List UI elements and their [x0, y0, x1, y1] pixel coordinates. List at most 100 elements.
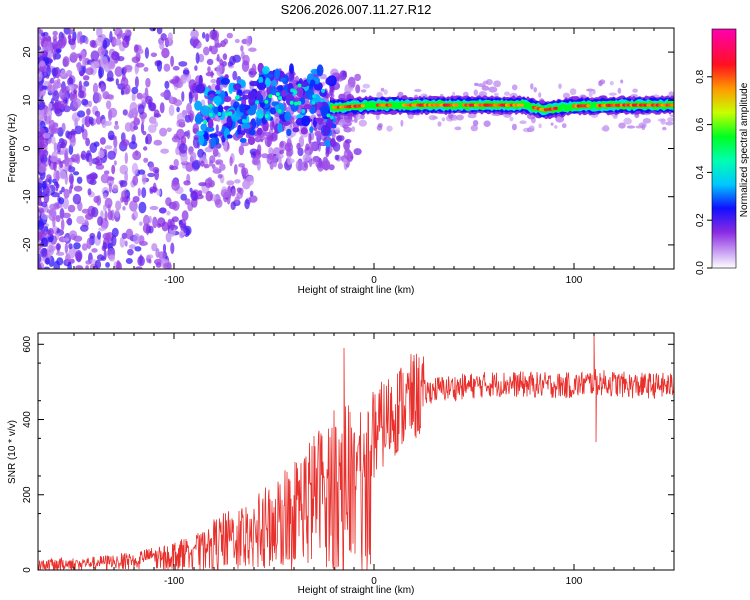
spectrogram-cell — [264, 114, 269, 119]
spectrogram-cell — [98, 150, 105, 159]
spectrogram-cell — [665, 121, 674, 126]
spectrogram-cell — [538, 123, 542, 129]
spectrogram-cell — [662, 126, 667, 131]
spectrogram-cell — [181, 210, 189, 222]
spectrogram-cell — [519, 120, 527, 124]
spectrogram-cell — [62, 58, 68, 68]
spectrogram-cell — [226, 134, 233, 139]
spectrogram-cell — [309, 141, 316, 152]
spectrogram-cell — [98, 227, 106, 232]
spectrogram-cell — [148, 116, 157, 124]
spectrogram-cell — [138, 169, 146, 175]
spectrogram-cell — [61, 122, 66, 133]
spectrogram-cell — [234, 38, 240, 44]
spectrogram-cell — [189, 112, 194, 123]
spectrogram-cell — [264, 99, 269, 104]
spectrogram-cell — [55, 243, 61, 251]
spectrogram-cell — [337, 135, 343, 143]
spectrogram-cell — [264, 135, 273, 148]
spectrogram-cell — [55, 251, 65, 256]
spectrogram-cell — [198, 182, 207, 187]
spectrogram-cell — [504, 91, 510, 96]
spectrogram-cell — [42, 180, 47, 190]
spectrogram-cell — [156, 28, 163, 35]
spectrogram-cell — [259, 102, 266, 108]
spectrogram-cell — [105, 262, 110, 268]
spectrogram-cell — [211, 83, 217, 92]
spectrogram-cell — [48, 102, 53, 109]
spectrogram-cell — [167, 32, 173, 42]
spectrogram-cell — [111, 51, 119, 61]
spectrogram-cell — [642, 118, 652, 124]
spectrogram-cell — [485, 79, 493, 86]
spectrogram-cell — [158, 207, 167, 214]
spectrogram-cell — [105, 94, 114, 100]
spectrogram-cell — [85, 213, 94, 220]
snr-ylabel: SNR (10 * v/v) — [7, 420, 18, 484]
spectrogram-cell — [124, 240, 128, 247]
spectrogram-cell — [248, 195, 258, 203]
spectrogram-cell — [145, 133, 152, 145]
spectrogram-xtick-label: 100 — [566, 275, 583, 286]
spectrogram-hot — [454, 103, 459, 107]
spectrogram-cell — [280, 77, 287, 82]
spectrogram-cell — [222, 53, 228, 61]
spectrogram-cell — [248, 129, 256, 136]
spectrogram-cell — [223, 96, 232, 103]
spectrogram-cell — [39, 65, 47, 73]
spectrogram-cell — [38, 131, 43, 138]
spectrogram-cell — [46, 244, 55, 256]
spectrogram-cell — [360, 113, 365, 120]
spectrogram-cell — [41, 248, 48, 257]
spectrogram-cell — [158, 251, 166, 260]
spectrogram-cell — [75, 250, 83, 262]
spectrogram-cell — [124, 170, 128, 183]
spectrogram-cell — [226, 115, 232, 127]
spectrogram-cell — [325, 77, 333, 86]
spectrogram-ylabel: Frequency (Hz) — [7, 114, 18, 183]
spectrogram-cell — [236, 187, 242, 193]
spectrogram-cell — [129, 109, 134, 115]
spectrogram-cell — [55, 183, 60, 189]
spectrogram-cell — [209, 94, 215, 99]
spectrogram-cell — [84, 219, 89, 226]
spectrogram-cell — [281, 89, 287, 97]
spectrogram-cell — [183, 225, 187, 233]
spectrogram-cell — [325, 149, 330, 158]
spectrogram-cell — [38, 198, 41, 204]
spectrogram-cell — [414, 88, 422, 93]
spectrogram-cell — [196, 130, 205, 136]
spectrogram-cell — [75, 153, 81, 164]
spectrogram-cell — [275, 153, 284, 159]
spectrogram-cell — [76, 31, 81, 44]
spectrogram-cell — [46, 107, 53, 119]
spectrogram-cell — [58, 170, 67, 180]
spectrogram-cell — [351, 126, 356, 132]
spectrogram-cell — [42, 50, 48, 58]
spectrogram-cell — [588, 90, 593, 98]
spectrogram-cell — [170, 55, 175, 67]
spectrogram-cell — [599, 79, 606, 85]
spectrogram-cell — [173, 99, 183, 107]
spectrogram-cell — [140, 122, 145, 134]
spectrogram-cell — [483, 120, 491, 127]
spectrogram-cell — [242, 119, 246, 123]
spectrogram-cell — [44, 113, 48, 122]
spectrogram-cell — [76, 61, 82, 72]
spectrogram-cell — [321, 88, 325, 93]
spectrogram-cell — [178, 143, 188, 154]
spectrogram-cell — [103, 249, 107, 260]
spectrogram-cell — [200, 105, 210, 116]
spectrogram-cell — [160, 33, 167, 41]
spectrogram-cell — [186, 129, 191, 140]
spectrogram-cell — [326, 113, 331, 118]
spectrogram-cell — [195, 52, 200, 64]
spectrogram-hot — [360, 104, 365, 108]
spectrogram-cell — [52, 90, 60, 102]
spectrogram-cell — [77, 90, 85, 99]
spectrogram-cell — [60, 69, 66, 76]
spectrogram-cell — [131, 86, 139, 95]
spectrogram-cell — [203, 132, 209, 140]
